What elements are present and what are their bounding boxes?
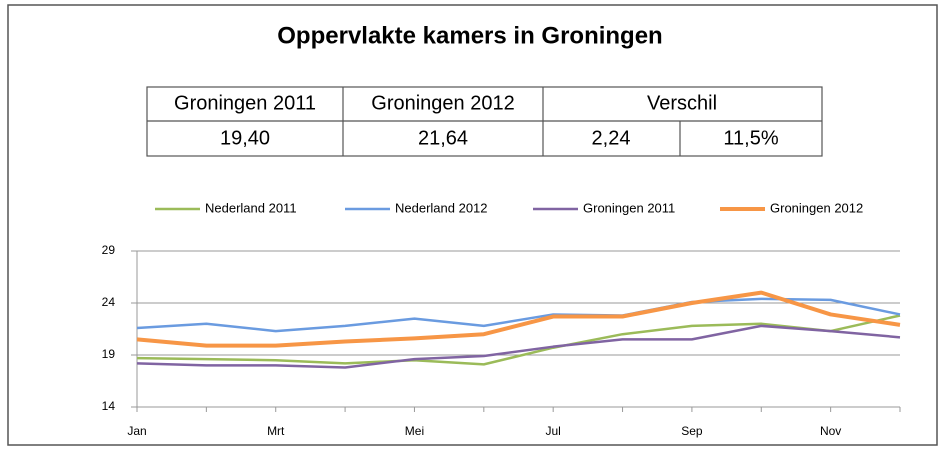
table-header: Groningen 2012 xyxy=(371,92,514,114)
summary-table xyxy=(146,86,823,157)
y-tick-label: 29 xyxy=(102,243,116,257)
series-line xyxy=(136,290,901,348)
legend-label: Groningen 2012 xyxy=(770,200,863,215)
table-cell: 21,64 xyxy=(418,127,468,149)
table-cell: 11,5% xyxy=(723,127,778,149)
series-line xyxy=(136,324,901,369)
y-tick-label: 19 xyxy=(102,347,116,361)
series-line xyxy=(136,314,901,366)
x-tick-label: Jul xyxy=(546,424,561,438)
x-tick-label: Jan xyxy=(127,424,146,438)
x-tick-label: Sep xyxy=(681,424,703,438)
table-header: Verschil xyxy=(647,92,717,114)
table-header: Groningen 2011 xyxy=(174,92,316,114)
x-tick-label: Nov xyxy=(820,424,841,438)
legend-label: Nederland 2012 xyxy=(395,200,488,215)
table-cell: 19,40 xyxy=(220,127,270,149)
y-tick-label: 14 xyxy=(102,399,116,413)
legend-label: Nederland 2011 xyxy=(205,200,297,215)
y-tick-label: 24 xyxy=(102,295,116,309)
frame xyxy=(7,4,938,446)
chart-title: Oppervlakte kamers in Groningen xyxy=(277,22,662,49)
x-tick-label: Mrt xyxy=(267,424,285,438)
legend-label: Groningen 2011 xyxy=(583,200,675,215)
table-cell: 2,24 xyxy=(592,127,631,149)
series-line xyxy=(136,297,901,333)
x-tick-label: Mei xyxy=(405,424,424,438)
